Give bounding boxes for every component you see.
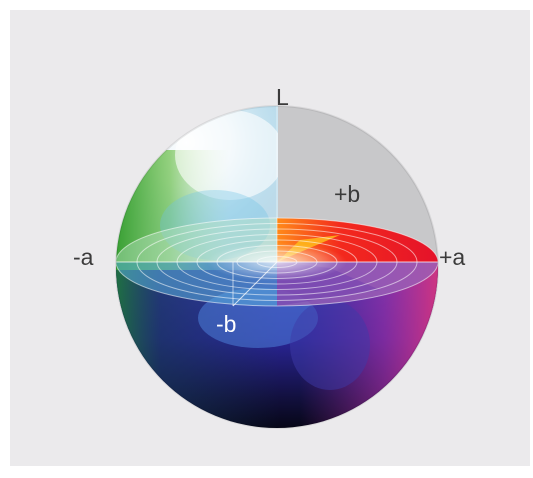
axis-label-minus-b: -b [216,311,237,337]
axis-label-plus-a: +a [439,244,466,270]
axis-label-plus-b: +b [334,181,361,207]
axis-label-minus-a: -a [73,244,94,270]
axis-label-l: L [276,84,289,110]
